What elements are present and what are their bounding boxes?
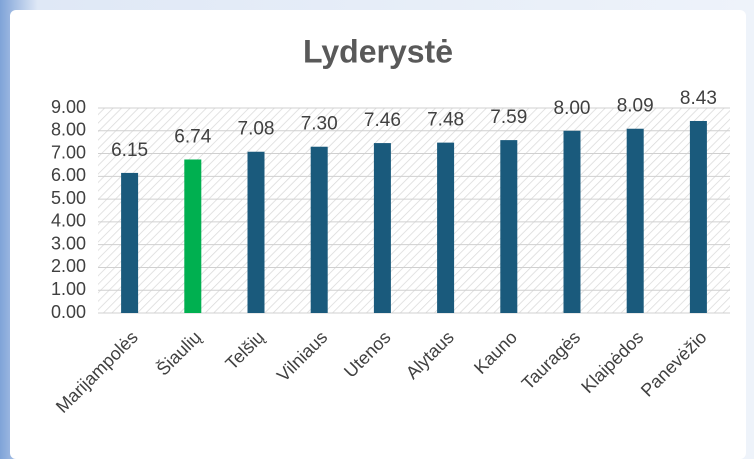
bar bbox=[626, 128, 644, 313]
y-tick-label: 1.00 bbox=[51, 279, 86, 299]
chart-title: Lyderystė bbox=[303, 33, 453, 69]
data-label: 7.46 bbox=[364, 110, 401, 131]
bar bbox=[563, 130, 581, 313]
y-tick-label: 8.00 bbox=[51, 120, 86, 140]
y-tick-label: 3.00 bbox=[51, 233, 86, 253]
data-label: 8.43 bbox=[680, 88, 717, 109]
plot-area bbox=[98, 108, 730, 313]
bar bbox=[437, 142, 455, 313]
data-label: 8.09 bbox=[617, 96, 654, 117]
bar bbox=[310, 146, 328, 313]
data-label: 7.59 bbox=[490, 107, 527, 128]
y-tick-label: 5.00 bbox=[51, 188, 86, 208]
y-tick-label: 6.00 bbox=[51, 165, 86, 185]
data-label: 8.00 bbox=[554, 98, 591, 119]
data-label: 7.08 bbox=[238, 119, 275, 140]
bar bbox=[121, 172, 139, 313]
y-tick-label: 2.00 bbox=[51, 256, 86, 276]
y-tick-label: 4.00 bbox=[51, 211, 86, 231]
bar bbox=[689, 120, 707, 313]
data-label: 6.15 bbox=[111, 140, 148, 161]
y-tick-label: 9.00 bbox=[51, 97, 86, 117]
data-label: 7.48 bbox=[427, 110, 464, 131]
bar bbox=[500, 140, 518, 313]
bar bbox=[373, 143, 391, 313]
y-tick-label: 0.00 bbox=[51, 302, 86, 322]
data-label: 7.30 bbox=[301, 114, 338, 135]
bar bbox=[247, 151, 265, 313]
bar bbox=[184, 159, 202, 313]
y-tick-label: 7.00 bbox=[51, 142, 86, 162]
data-label: 6.74 bbox=[174, 126, 211, 147]
